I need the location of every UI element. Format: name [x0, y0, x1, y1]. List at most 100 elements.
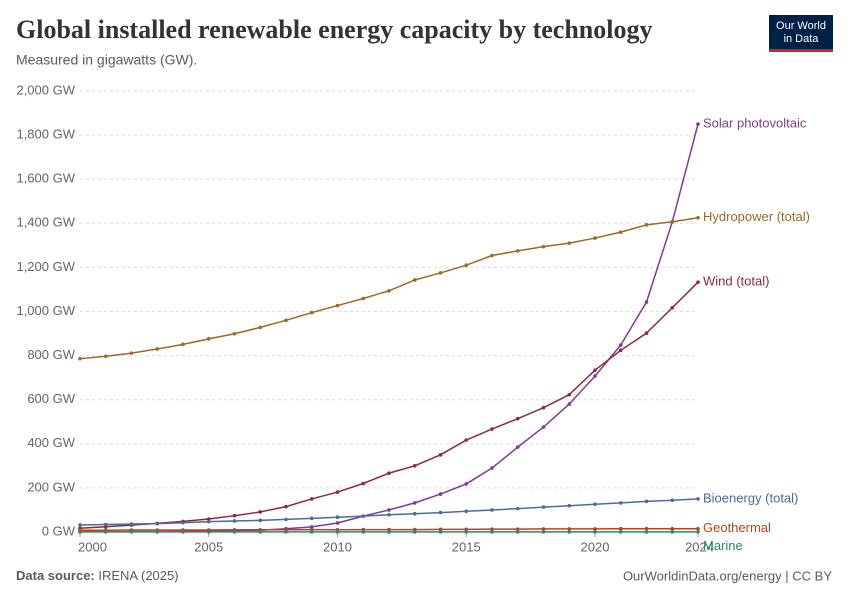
point	[361, 514, 366, 518]
line	[79, 217, 699, 360]
point	[206, 530, 211, 534]
point	[232, 519, 237, 523]
point	[490, 508, 494, 512]
point	[618, 530, 623, 534]
point	[490, 253, 494, 258]
series-label: Solar photovoltaic	[703, 116, 807, 131]
point	[387, 471, 391, 475]
point	[567, 402, 572, 406]
point	[309, 530, 314, 534]
point	[309, 525, 314, 529]
point	[155, 530, 160, 534]
series	[78, 530, 700, 534]
point	[412, 530, 417, 534]
point	[618, 230, 623, 234]
point	[206, 519, 211, 524]
source: IRENA (2025)	[98, 568, 178, 583]
point	[129, 522, 134, 526]
point	[541, 425, 546, 429]
point	[438, 527, 443, 532]
point	[309, 310, 314, 315]
point	[567, 241, 572, 245]
point	[232, 530, 237, 534]
series	[78, 497, 700, 527]
point	[335, 530, 340, 534]
point	[567, 527, 572, 531]
point	[78, 356, 82, 361]
point	[232, 331, 237, 336]
subtitle: Measured in gigawatts (GW).	[16, 52, 197, 68]
series	[78, 280, 700, 531]
point	[567, 530, 572, 534]
point	[541, 244, 546, 249]
point	[515, 445, 520, 449]
x-tick-label: 2024	[685, 539, 714, 554]
x-tick-label: 2020	[581, 539, 610, 554]
point	[541, 505, 546, 509]
point	[412, 501, 417, 505]
point	[206, 517, 211, 521]
x-tick-label: 2015	[452, 539, 481, 554]
series-label: Hydropower (total)	[703, 209, 810, 224]
point	[696, 215, 700, 220]
series-label: Wind (total)	[703, 274, 769, 289]
point	[644, 530, 649, 534]
point	[490, 427, 494, 431]
point	[438, 492, 443, 496]
point	[567, 392, 572, 397]
point	[696, 526, 700, 531]
point	[541, 530, 546, 534]
y-tick-label: 1,800 GW	[16, 127, 75, 142]
point	[670, 526, 675, 531]
point	[335, 490, 340, 494]
y-tick-label: 1,600 GW	[16, 171, 75, 186]
line	[79, 281, 699, 530]
y-tick-label: 0 GW	[42, 523, 76, 538]
y-tick-label: 1,200 GW	[16, 259, 75, 274]
point	[593, 502, 597, 507]
point	[618, 501, 623, 505]
logo-underline	[769, 49, 833, 52]
point	[387, 530, 391, 534]
source-label: Data source:	[16, 568, 95, 583]
point	[593, 368, 597, 372]
point	[258, 510, 263, 514]
line	[80, 123, 699, 533]
point	[644, 300, 649, 304]
point	[490, 527, 494, 531]
point	[490, 466, 494, 470]
series-label: Geothermal	[703, 520, 771, 535]
point	[541, 527, 546, 531]
point	[258, 518, 263, 523]
point	[515, 506, 520, 511]
point	[541, 405, 546, 410]
logo: Our World in Data	[769, 15, 833, 52]
point	[696, 497, 700, 501]
point	[387, 508, 391, 512]
point	[670, 498, 675, 503]
y-tick-label: 400 GW	[27, 435, 75, 450]
point	[103, 530, 108, 534]
y-tick-label: 1,400 GW	[16, 215, 75, 230]
point	[412, 511, 417, 516]
point	[670, 219, 675, 224]
point	[515, 530, 520, 534]
point	[284, 504, 288, 509]
point	[567, 503, 572, 508]
point	[644, 499, 649, 504]
y-tick-label: 1,000 GW	[16, 303, 75, 318]
point	[258, 530, 263, 534]
point	[129, 351, 134, 355]
logo-text: Our World	[776, 20, 826, 32]
point	[387, 513, 391, 517]
point	[670, 530, 675, 534]
point	[412, 464, 417, 468]
point	[670, 305, 675, 310]
point	[361, 296, 366, 301]
point	[515, 527, 520, 531]
point	[103, 354, 108, 359]
y-tick-label: 2,000 GW	[16, 82, 75, 97]
point	[309, 516, 314, 521]
